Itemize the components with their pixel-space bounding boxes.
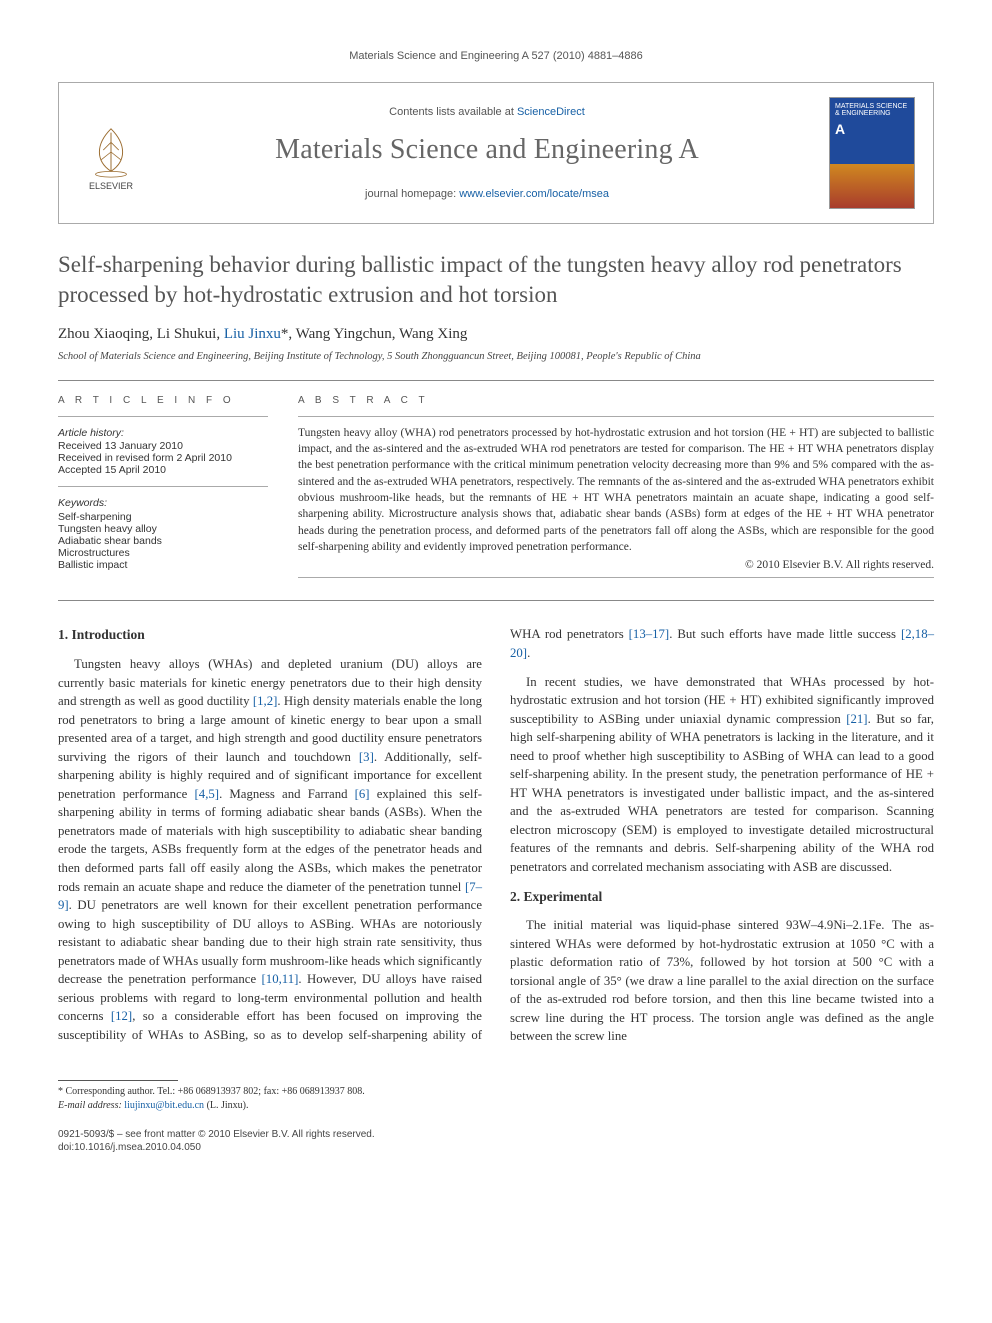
header-center: Contents lists available at ScienceDirec… (163, 106, 811, 200)
journal-name: Materials Science and Engineering A (163, 134, 811, 166)
footer-copyright: 0921-5093/$ – see front matter © 2010 El… (58, 1128, 934, 1141)
author-list: Zhou Xiaoqing, Li Shukui, Liu Jinxu*, Wa… (58, 326, 934, 343)
ref-link[interactable]: [4,5] (195, 787, 220, 801)
journal-header-box: ELSEVIER Contents lists available at Sci… (58, 82, 934, 224)
footnote-rule (58, 1080, 178, 1081)
homepage-line: journal homepage: www.elsevier.com/locat… (163, 188, 811, 200)
authors-post: , Wang Yingchun, Wang Xing (288, 326, 467, 342)
elsevier-label: ELSEVIER (89, 181, 133, 191)
affiliation: School of Materials Science and Engineer… (58, 351, 934, 362)
meta-grid: A R T I C L E I N F O Article history: R… (58, 395, 934, 579)
keyword: Adiabatic shear bands (58, 535, 268, 547)
ref-link[interactable]: [1,2] (253, 694, 278, 708)
ref-link[interactable]: [12] (111, 1009, 132, 1023)
history-revised: Received in revised form 2 April 2010 (58, 452, 268, 464)
ref-link[interactable]: [21] (846, 712, 867, 726)
t: . Magness and Farrand (219, 787, 355, 801)
elsevier-tree-icon (82, 123, 140, 181)
history-head: Article history: (58, 427, 268, 439)
running-head: Materials Science and Engineering A 527 … (58, 50, 934, 62)
footer-block: 0921-5093/$ – see front matter © 2010 El… (58, 1128, 934, 1154)
abstract-text: Tungsten heavy alloy (WHA) rod penetrato… (298, 425, 934, 556)
contents-prefix: Contents lists available at (389, 106, 517, 118)
keyword: Tungsten heavy alloy (58, 523, 268, 535)
ref-link[interactable]: [6] (355, 787, 370, 801)
email-suffix: (L. Jinxu). (204, 1100, 248, 1111)
email-label: E-mail address: (58, 1100, 124, 1111)
body-columns: 1. Introduction Tungsten heavy alloys (W… (58, 625, 934, 1050)
corresponding-footnote: * Corresponding author. Tel.: +86 068913… (58, 1085, 934, 1112)
ref-link[interactable]: [13–17] (629, 627, 670, 641)
history-received: Received 13 January 2010 (58, 440, 268, 452)
elsevier-logo: ELSEVIER (77, 115, 145, 191)
keyword: Self-sharpening (58, 511, 268, 523)
page: Materials Science and Engineering A 527 … (0, 0, 992, 1194)
footer-doi: doi:10.1016/j.msea.2010.04.050 (58, 1141, 934, 1154)
footnote-line2: E-mail address: liujinxu@bit.edu.cn (L. … (58, 1099, 934, 1113)
footnote-line1: * Corresponding author. Tel.: +86 068913… (58, 1085, 934, 1099)
section-2-para-1: The initial material was liquid-phase si… (510, 916, 934, 1046)
section-2-head: 2. Experimental (510, 887, 934, 907)
sciencedirect-link[interactable]: ScienceDirect (517, 106, 585, 118)
cover-text: MATERIALS SCIENCE & ENGINEERING (835, 103, 909, 117)
homepage-link[interactable]: www.elsevier.com/locate/msea (459, 188, 609, 200)
article-title: Self-sharpening behavior during ballisti… (58, 250, 934, 310)
t: . (527, 646, 530, 660)
history-accepted: Accepted 15 April 2010 (58, 464, 268, 476)
t: . But so far, high self-sharpening abili… (510, 712, 934, 874)
rule-top (58, 380, 934, 381)
article-info-col: A R T I C L E I N F O Article history: R… (58, 395, 268, 579)
section-1-para-2: In recent studies, we have demonstrated … (510, 673, 934, 877)
ref-link[interactable]: [3] (359, 750, 374, 764)
copyright-line: © 2010 Elsevier B.V. All rights reserved… (298, 559, 934, 571)
keyword: Microstructures (58, 547, 268, 559)
abstract-label: A B S T R A C T (298, 395, 934, 406)
abstract-col: A B S T R A C T Tungsten heavy alloy (WH… (298, 395, 934, 579)
rule-body (58, 600, 934, 601)
corresponding-author-link[interactable]: Liu Jinxu (224, 326, 281, 342)
section-1-head: 1. Introduction (58, 625, 482, 645)
email-link[interactable]: liujinxu@bit.edu.cn (124, 1100, 204, 1111)
ref-link[interactable]: [10,11] (262, 972, 299, 986)
homepage-prefix: journal homepage: (365, 188, 459, 200)
t: . But such efforts have made little succ… (669, 627, 901, 641)
authors-pre: Zhou Xiaoqing, Li Shukui, (58, 326, 224, 342)
keyword: Ballistic impact (58, 559, 268, 571)
journal-cover-thumb: MATERIALS SCIENCE & ENGINEERING A (829, 97, 915, 209)
cover-letter: A (835, 121, 909, 137)
keywords-head: Keywords: (58, 497, 268, 509)
t: explained this self-sharpening ability i… (58, 787, 482, 894)
article-info-label: A R T I C L E I N F O (58, 395, 268, 406)
contents-line: Contents lists available at ScienceDirec… (163, 106, 811, 118)
